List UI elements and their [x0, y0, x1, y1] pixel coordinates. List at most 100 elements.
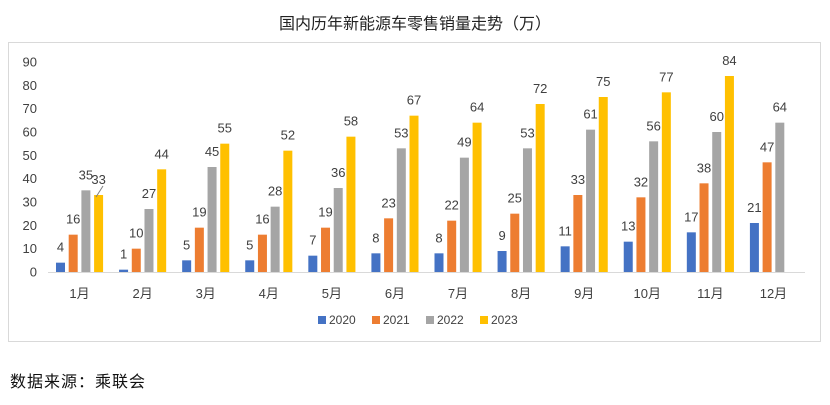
chart-frame — [8, 42, 821, 342]
bar-2023-11 — [724, 76, 734, 272]
data-label-2023-11: 84 — [722, 53, 736, 68]
bar-2021-5 — [321, 227, 331, 272]
y-tick-label: 10 — [23, 241, 37, 256]
data-label-2021-7: 22 — [444, 198, 458, 213]
data-label-2021-6: 23 — [381, 195, 395, 210]
y-tick-label: 60 — [23, 125, 37, 140]
legend-swatch-2022 — [426, 316, 434, 324]
x-tick-label: 6月 — [385, 286, 405, 301]
data-label-2022-12: 64 — [773, 100, 787, 115]
data-label-2022-5: 36 — [331, 165, 345, 180]
bar-2023-3 — [220, 143, 230, 272]
data-label-2020-11: 17 — [684, 209, 698, 224]
bar-2020-1 — [55, 262, 65, 272]
bar-2022-11 — [712, 132, 722, 272]
legend-swatch-2020 — [318, 316, 326, 324]
data-label-2020-8: 9 — [498, 228, 505, 243]
bar-2020-10 — [623, 241, 633, 272]
y-tick-label: 80 — [23, 78, 37, 93]
data-label-2021-5: 19 — [318, 205, 332, 220]
data-label-2021-9: 33 — [571, 172, 585, 187]
y-tick-label: 20 — [23, 218, 37, 233]
data-label-2021-12: 47 — [760, 139, 774, 154]
label-leader-line — [95, 185, 104, 198]
bar-2020-12 — [749, 223, 759, 272]
data-label-2020-6: 8 — [372, 230, 379, 245]
legend-label-2020: 2020 — [329, 313, 356, 327]
data-label-2020-10: 13 — [621, 219, 635, 234]
bar-2022-7 — [459, 157, 469, 272]
x-tick-label: 12月 — [760, 286, 787, 301]
data-label-2020-12: 21 — [747, 200, 761, 215]
bar-2021-1 — [68, 234, 78, 272]
bar-2022-10 — [649, 141, 659, 272]
bar-2023-9 — [598, 97, 608, 272]
data-label-2023-4: 52 — [281, 128, 295, 143]
data-label-2020-5: 7 — [309, 233, 316, 248]
x-tick-label: 9月 — [574, 286, 594, 301]
bar-2022-1 — [81, 190, 91, 272]
bar-2022-9 — [586, 129, 596, 272]
bar-2023-1 — [94, 195, 104, 272]
x-tick-label: 1月 — [69, 286, 89, 301]
bar-2023-2 — [157, 169, 167, 272]
chart-title: 国内历年新能源车零售销量走势（万） — [278, 14, 551, 33]
bar-2021-6 — [384, 218, 394, 272]
bar-2022-5 — [333, 188, 343, 272]
data-label-2021-10: 32 — [634, 174, 648, 189]
bar-2021-11 — [699, 183, 709, 272]
data-label-2023-5: 58 — [344, 114, 358, 129]
data-label-2021-1: 16 — [66, 212, 80, 227]
x-tick-label: 5月 — [322, 286, 342, 301]
data-label-2022-3: 45 — [205, 144, 219, 159]
data-label-2023-6: 67 — [407, 93, 421, 108]
bar-2022-4 — [270, 206, 280, 272]
data-label-2023-10: 77 — [659, 69, 673, 84]
bar-2022-8 — [522, 148, 532, 272]
data-label-2023-1: 33 — [91, 172, 105, 187]
bar-2021-4 — [257, 234, 267, 272]
bar-2022-3 — [207, 167, 217, 272]
bar-2020-3 — [182, 260, 192, 272]
data-label-2023-3: 55 — [218, 121, 232, 136]
data-label-2020-4: 5 — [246, 237, 253, 252]
bar-2020-7 — [434, 253, 444, 272]
data-label-2022-4: 28 — [268, 184, 282, 199]
x-tick-label: 11月 — [697, 286, 724, 301]
data-label-2021-3: 19 — [192, 205, 206, 220]
data-label-2021-2: 10 — [129, 226, 143, 241]
data-label-2022-1: 35 — [79, 167, 93, 182]
legend-swatch-2023 — [480, 316, 488, 324]
data-label-2020-1: 4 — [57, 240, 64, 255]
bar-2021-9 — [573, 195, 583, 272]
bar-2023-10 — [661, 92, 671, 272]
bar-2021-8 — [510, 213, 520, 272]
bar-2020-5 — [308, 255, 318, 272]
bar-2021-3 — [194, 227, 204, 272]
bar-2023-8 — [535, 104, 545, 272]
legend-label-2021: 2021 — [383, 313, 410, 327]
bar-2023-7 — [472, 122, 482, 273]
data-label-2023-2: 44 — [154, 146, 168, 161]
y-tick-label: 30 — [23, 195, 37, 210]
bar-2023-4 — [283, 150, 293, 272]
x-tick-label: 2月 — [133, 286, 153, 301]
data-label-2020-3: 5 — [183, 237, 190, 252]
bar-2021-12 — [762, 162, 772, 272]
bar-2020-8 — [497, 251, 507, 272]
x-tick-label: 4月 — [259, 286, 279, 301]
bar-2021-10 — [636, 197, 646, 272]
data-label-2021-4: 16 — [255, 212, 269, 227]
bar-2021-7 — [447, 220, 457, 272]
data-label-2022-10: 56 — [646, 118, 660, 133]
data-label-2022-6: 53 — [394, 125, 408, 140]
bar-2020-4 — [245, 260, 255, 272]
data-label-2020-9: 11 — [558, 223, 572, 238]
x-tick-label: 8月 — [511, 286, 531, 301]
bar-2022-2 — [144, 209, 154, 272]
bar-2022-12 — [775, 122, 785, 273]
y-tick-label: 0 — [30, 265, 37, 280]
bar-2020-11 — [686, 232, 696, 272]
bar-2020-9 — [560, 246, 570, 272]
